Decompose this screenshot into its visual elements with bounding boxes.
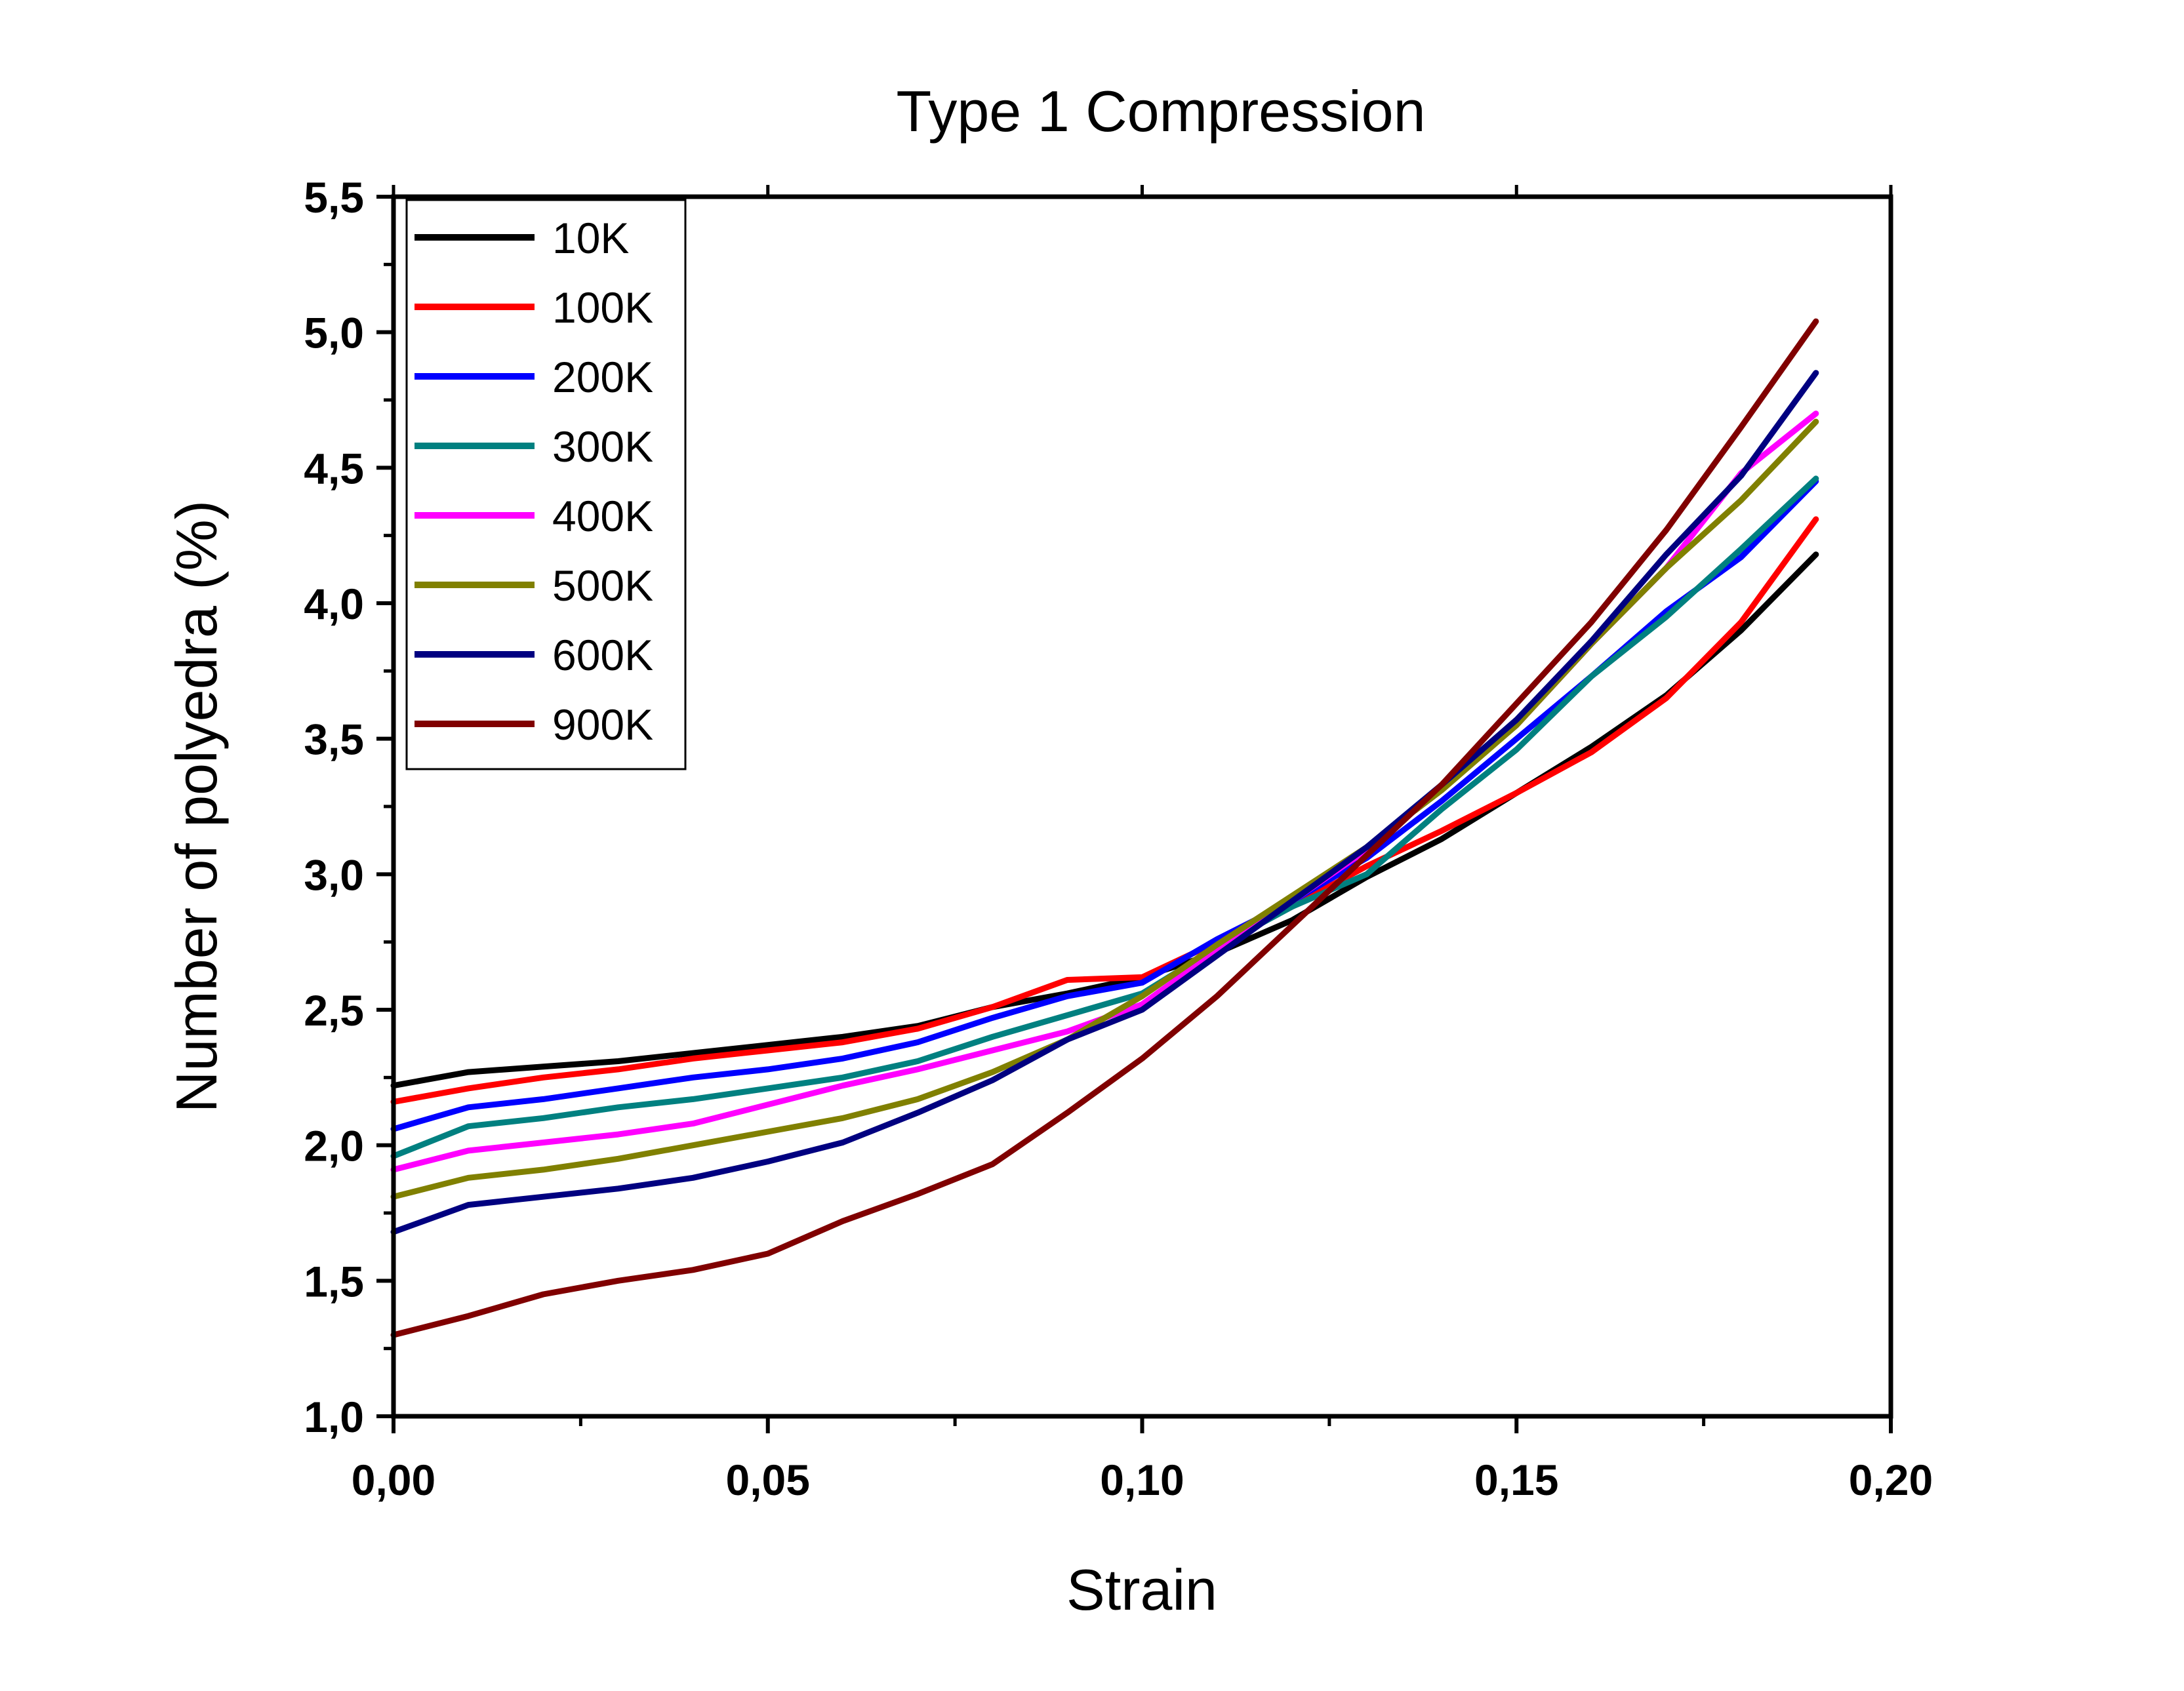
legend-label: 10K (552, 214, 629, 262)
y-tick-label: 2,5 (304, 986, 364, 1035)
legend-label: 500K (552, 561, 653, 610)
y-axis-label: Number of polyedra (%) (164, 500, 229, 1113)
series-layer (390, 318, 1819, 1338)
y-tick-label: 1,0 (304, 1393, 364, 1441)
y-tick-label: 5,0 (304, 309, 364, 357)
x-tick-label: 0,20 (1849, 1456, 1933, 1504)
x-tick-label: 0,10 (1100, 1456, 1184, 1504)
series-line-300k (390, 475, 1819, 1159)
x-tick-label: 0,00 (352, 1456, 435, 1504)
x-tick-label: 0,05 (726, 1456, 810, 1504)
y-tick-label: 4,5 (304, 444, 364, 492)
legend-label: 300K (552, 422, 653, 471)
legend-box (405, 199, 687, 770)
series-line-10k (390, 551, 1819, 1089)
y-tick-label: 1,5 (304, 1257, 364, 1305)
y-tick-label: 5,5 (304, 173, 364, 222)
legend: 10K 100K 200K 300K 400K 500K 600K 900K (405, 199, 687, 770)
chart-title: Type 1 Compression (896, 79, 1425, 144)
x-axis-label: Strain (1066, 1557, 1217, 1622)
y-tick-label: 2,0 (304, 1122, 364, 1170)
legend-label: 200K (552, 353, 653, 401)
series-line-100k (390, 516, 1819, 1105)
legend-label: 600K (552, 631, 653, 679)
legend-label: 900K (552, 700, 653, 749)
series-line-600k (390, 370, 1819, 1235)
tick-layer: 0,00 0,05 0,10 0,15 0,20 1,0 1,5 2,0 2,5 3,0 3,5 4,… (304, 173, 1933, 1504)
series-line-900k (390, 318, 1819, 1338)
y-tick-label: 3,0 (304, 850, 364, 899)
y-tick-label: 4,0 (304, 580, 364, 628)
y-tick-label: 3,5 (304, 715, 364, 764)
legend-label: 100K (552, 283, 653, 332)
legend-label: 400K (552, 492, 653, 540)
x-tick-label: 0,15 (1474, 1456, 1558, 1504)
